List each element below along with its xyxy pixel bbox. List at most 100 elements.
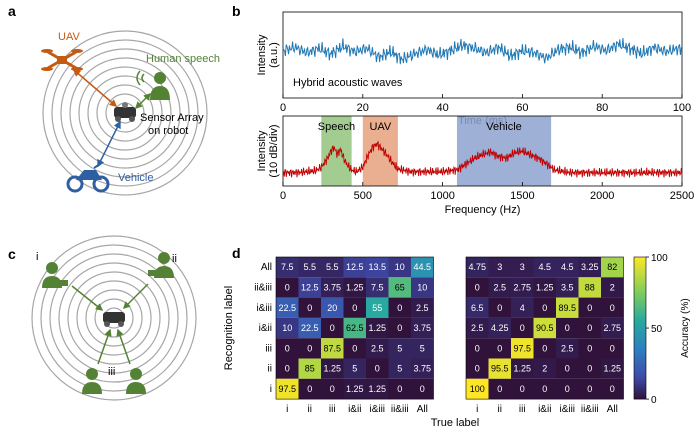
cell-value: 0 [565,323,570,333]
heatmap-cell [388,358,411,379]
cell-value: 0 [397,323,402,333]
speaker-arrow [97,328,112,365]
heatmap-cell [601,317,624,339]
heatmap-cell [488,277,511,298]
cell-value: 1.25 [368,384,386,394]
chart-annotation: Hybrid acoustic waves [293,77,403,89]
x-tick-label: iii [329,404,336,415]
cell-value: 0 [587,323,592,333]
heatmap-cell [556,257,579,278]
cell-value: 0 [542,303,547,313]
cell-value: 4.5 [561,262,574,272]
cell-value: 3.25 [581,262,599,272]
robot-icon [103,312,125,327]
heatmap-cell [556,297,579,318]
ring [58,262,170,374]
heatmap-cell [388,297,411,318]
cell-value: 2 [610,282,615,292]
cell-value: 4.25 [491,323,509,333]
heatmap-cell [411,338,434,359]
x-tick-label: i&iii [369,404,385,415]
speaker-label-3: iii [108,366,115,378]
y-tick-label: i&iii [256,303,272,314]
heatmap-cell [366,277,389,298]
sensor-label-line2: on robot [148,125,188,137]
ring [96,84,154,142]
sensor-label-line1: Sensor Array [140,112,204,124]
heatmap-cell [488,257,511,278]
speaker-arrow [116,328,131,365]
heatmap-cell [366,358,389,379]
cell-value: 0 [352,343,357,353]
heatmap-cell [578,338,601,359]
cell-value: 2.75 [603,323,621,333]
colorbar-label: Accuracy (%) [680,298,691,357]
cell-value: 3.5 [561,282,574,292]
x-tick-label: ii&iii [581,404,599,415]
cell-value: 0 [587,364,592,374]
ring [67,271,161,365]
x-tick-label: 40 [436,102,448,114]
cell-value: 0 [475,282,480,292]
cell-value: 0 [497,343,502,353]
band-vehicle [456,116,552,186]
x-tick-label: 1500 [510,190,534,202]
series-line [282,38,683,65]
heatmap-cell [321,277,344,298]
heatmap-cell [578,297,601,318]
heatmap-cell [466,317,489,339]
cell-value: 5 [352,364,357,374]
cell-value: 6.5 [471,303,484,313]
speaker-label-2: ii [172,253,177,265]
x-tick-label: 20 [357,102,369,114]
cell-value: 97.5 [513,343,531,353]
heatmap-cell [298,358,321,379]
cell-value: 0 [397,303,402,313]
cell-value: 10 [417,282,427,292]
heatmap-cell [511,257,534,278]
cell-value: 2 [542,364,547,374]
heatmap-cell [343,358,366,379]
heatmap-cell [466,338,489,359]
x-tick-label: 0 [280,102,286,114]
x-tick-label: 0 [280,190,286,202]
x-tick-label: 2500 [670,190,694,202]
cell-value: 0 [520,384,525,394]
cell-value: 1.25 [323,364,341,374]
cell-value: 5 [397,364,402,374]
heatmap-cell [298,317,321,339]
cell-value: 0 [587,343,592,353]
cell-value: 2.5 [561,343,574,353]
y-tick-label: i&ii [259,323,272,334]
heatmap-cell [276,338,299,359]
heatmap-cell [343,317,366,339]
cell-value: 65 [395,282,405,292]
ring [94,298,134,338]
heatmap-cell [578,277,601,298]
confusion-matrices: 7.5 5.5 5.5 12.5 13.5 10 44.50 12.5 3.75 1.25 7.5 6… [223,253,691,429]
cell-value: 0 [475,343,480,353]
cell-value: 90.5 [536,323,554,333]
x-axis-label: Frequency (Hz) [445,204,521,216]
cell-value: 0 [542,343,547,353]
series-line [282,140,683,178]
cell-value: 89.5 [558,303,576,313]
heatmap-cell [533,378,556,400]
cell-value: 0 [330,384,335,394]
cell-value: 3.75 [413,364,431,374]
cell-value: 0 [307,384,312,394]
heatmap-cell [533,297,556,318]
cell-value: 0 [397,384,402,394]
heatmap-cell [511,358,534,379]
x-tick-label: All [607,404,618,415]
colorbar-tick-label: 50 [651,324,663,335]
cell-value: 5.5 [326,262,339,272]
heatmap-cell [466,358,489,379]
heatmap-cell [411,257,434,278]
cell-value: 0 [352,303,357,313]
cell-value: 13.5 [368,262,386,272]
heatmap-cell [388,257,411,278]
heatmap-cell [466,277,489,298]
heatmap-cell [533,338,556,359]
